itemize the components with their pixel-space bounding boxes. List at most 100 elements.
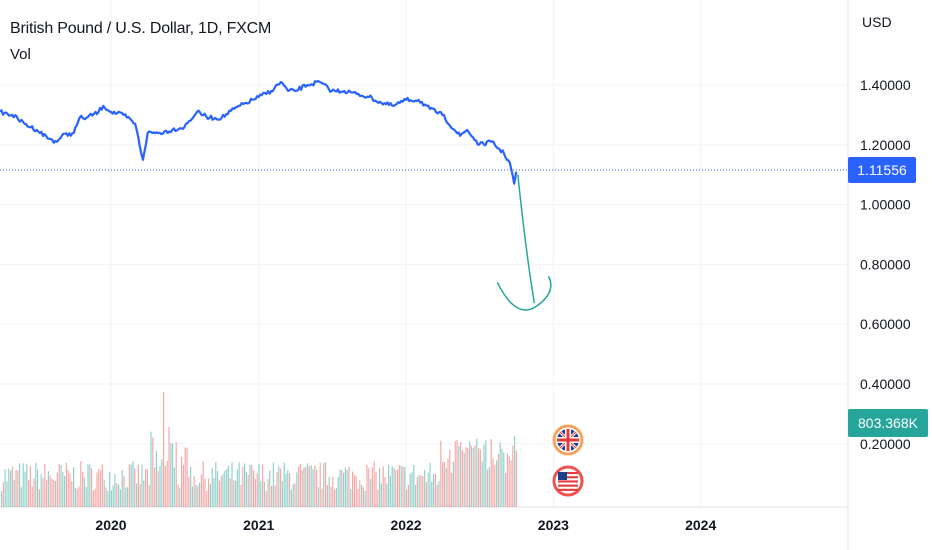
volume-bar <box>258 464 260 507</box>
volume-bar <box>154 467 156 507</box>
volume-bar <box>94 488 96 507</box>
volume-bar <box>260 480 262 507</box>
volume-bar <box>217 471 219 507</box>
volume-bar <box>91 468 93 507</box>
volume-bar <box>235 480 237 507</box>
volume-bar <box>231 462 233 507</box>
price-axis-tick-label: 0.40000 <box>860 376 911 392</box>
volume-bar <box>100 470 102 507</box>
volume-bar <box>357 489 359 507</box>
volume-bar <box>71 481 73 507</box>
volume-bar <box>323 462 325 507</box>
volume-bar <box>337 477 339 507</box>
volume-bar <box>200 474 202 507</box>
volume-bar <box>409 473 411 507</box>
volume-bar <box>197 485 199 507</box>
volume-bar <box>26 463 28 507</box>
volume-bar <box>256 473 258 507</box>
volume-bar <box>134 468 136 507</box>
volume-bar <box>19 463 21 507</box>
volume-bar <box>373 461 375 507</box>
volume-bar <box>69 473 71 507</box>
volume-bar <box>478 448 480 507</box>
volume-bar <box>467 447 469 507</box>
volume-bar <box>494 465 496 507</box>
volume-bar <box>438 481 440 507</box>
volume-bar <box>247 474 249 507</box>
volume-label[interactable]: Vol <box>10 46 31 63</box>
volume-bar <box>143 480 145 507</box>
volume-bar <box>150 431 152 507</box>
volume-bar <box>488 467 490 507</box>
volume-bar <box>456 439 458 507</box>
price-axis-tick-label: 1.00000 <box>860 197 911 213</box>
volume-bar <box>163 392 165 507</box>
volume-bar <box>386 483 388 507</box>
volume-bar <box>262 464 264 507</box>
volume-bar <box>461 450 463 507</box>
volume-bar <box>227 465 229 507</box>
volume-bar <box>242 467 244 507</box>
volume-bar <box>377 490 379 507</box>
volume-bar <box>487 469 489 507</box>
volume-bar <box>226 469 228 507</box>
volume-bar <box>78 486 80 507</box>
annotation-arrow-stroke[interactable] <box>517 174 536 304</box>
volume-bar <box>74 487 76 507</box>
volume-bar <box>35 462 37 507</box>
volume-bar <box>127 487 129 507</box>
volume-bar <box>269 470 271 507</box>
volume-bar <box>132 461 134 507</box>
volume-bar <box>339 469 341 507</box>
volume-bar <box>281 481 283 507</box>
volume-bar <box>137 464 139 507</box>
us-flag-stripe <box>558 488 578 491</box>
volume-bar <box>452 461 454 507</box>
volume-bar <box>294 483 296 507</box>
volume-bar <box>31 486 33 507</box>
price-axis-tick-label: 1.40000 <box>860 77 911 93</box>
volume-bar <box>485 440 487 507</box>
volume-bar <box>13 479 15 507</box>
volume-bar <box>152 437 154 507</box>
volume-bar <box>352 471 354 507</box>
volume-bar <box>458 446 460 507</box>
volume-bar <box>312 469 314 507</box>
volume-bar <box>490 439 492 507</box>
volume-bar <box>105 487 107 507</box>
current-volume-badge-label: 803.368K <box>858 415 919 431</box>
volume-bar <box>350 489 352 507</box>
volume-bar <box>346 469 348 507</box>
volume-bar <box>353 474 355 507</box>
volume-bar <box>497 453 499 507</box>
volume-bar <box>328 476 330 507</box>
volume-bar <box>296 472 298 507</box>
price-axis-tick-label: 0.20000 <box>860 436 911 452</box>
current-price-badge-label: 1.11556 <box>857 162 907 178</box>
volume-bar <box>193 475 195 507</box>
volume-bar <box>22 463 24 507</box>
annotation-arrow-head[interactable] <box>496 276 552 311</box>
volume-bar <box>379 468 381 507</box>
volume-bar <box>424 469 426 507</box>
volume-bar <box>60 465 62 507</box>
volume-bar <box>451 472 453 507</box>
volume-bar <box>481 461 483 507</box>
volume-bar <box>67 469 69 507</box>
volume-bar <box>422 476 424 507</box>
volume-bar <box>310 465 312 507</box>
us-flag-stripe <box>558 472 578 475</box>
volume-bar <box>434 473 436 507</box>
volume-bar <box>343 472 345 507</box>
volume-bar <box>303 467 305 507</box>
volume-bar <box>109 471 111 507</box>
volume-bar <box>492 458 494 507</box>
symbol-title[interactable]: British Pound / U.S. Dollar, 1D, FXCM <box>10 20 272 37</box>
volume-bar <box>290 489 292 507</box>
current-volume-badge <box>848 409 928 437</box>
volume-bar <box>53 480 55 507</box>
volume-bar <box>157 470 159 507</box>
volume-bar <box>326 485 328 507</box>
price-line[interactable] <box>0 79 518 185</box>
